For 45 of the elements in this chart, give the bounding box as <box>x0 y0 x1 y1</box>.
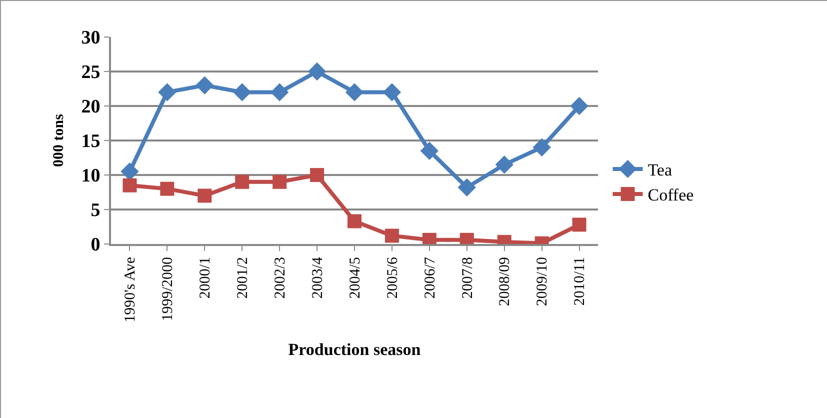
x-tick-label: 2006/7 <box>422 256 438 299</box>
point <box>235 174 250 189</box>
point <box>420 142 439 160</box>
x-tick-label: 1999/2000 <box>160 257 176 322</box>
y-tick-label: 20 <box>81 96 100 118</box>
point <box>495 156 514 174</box>
y-tick-label: 5 <box>90 200 100 222</box>
x-tick-label: 2004/5 <box>347 257 364 299</box>
y-axis-title: 000 tons <box>50 114 67 167</box>
point <box>198 188 212 203</box>
legend-label: Coffee <box>648 186 694 205</box>
x-tick-label: 1990's Ave <box>122 256 139 322</box>
point <box>196 76 214 94</box>
point <box>458 178 476 197</box>
y-tick-label: 10 <box>81 166 100 187</box>
y-tick-label: 25 <box>81 62 100 84</box>
x-tick-label: 2005/6 <box>384 256 401 299</box>
y-tick-label: 15 <box>81 131 100 152</box>
point <box>270 83 289 102</box>
x-tick-label: 2008/09 <box>497 257 514 306</box>
y-tick-label: 30 <box>81 28 100 49</box>
x-tick-label: 2001/2 <box>234 257 251 299</box>
x-tick-label: 2003/4 <box>310 256 326 299</box>
x-tick-label: 2009/10 <box>534 257 551 306</box>
y-tick-label: 0 <box>90 234 100 256</box>
point <box>310 168 324 182</box>
point <box>532 138 551 156</box>
x-tick-label: 2010/11 <box>572 257 588 306</box>
x-axis-title: Production season <box>288 340 422 360</box>
point <box>345 83 364 102</box>
point <box>272 174 287 189</box>
point <box>233 83 252 102</box>
point <box>382 83 402 102</box>
x-tick-label: 2002/3 <box>272 257 288 299</box>
point <box>122 178 137 192</box>
x-tick-label: 2007/8 <box>460 257 476 299</box>
point <box>308 62 326 81</box>
point <box>158 83 176 102</box>
legend-label: Tea <box>648 160 672 180</box>
point <box>160 182 174 196</box>
point <box>348 214 362 228</box>
point <box>384 228 399 243</box>
point <box>572 218 586 232</box>
point <box>570 96 588 116</box>
x-tick-label: 2000/1 <box>198 257 214 299</box>
